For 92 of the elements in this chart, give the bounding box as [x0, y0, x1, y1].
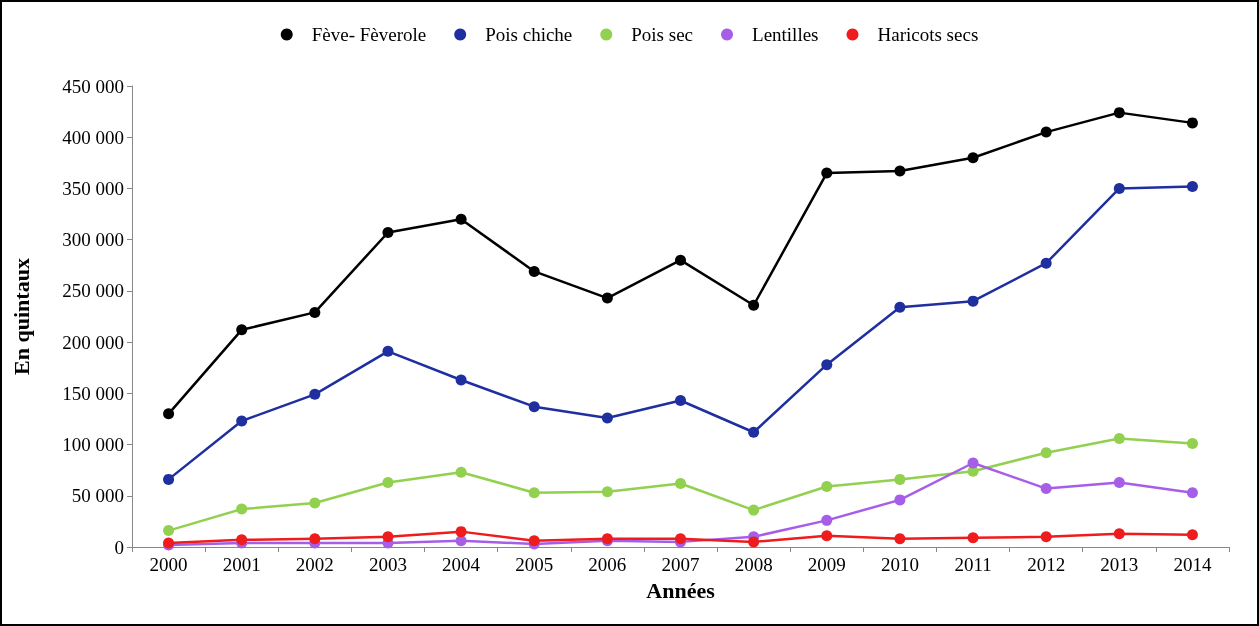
- y-tick-label: 50 000: [71, 485, 124, 507]
- point: [1186, 180, 1198, 192]
- point: [894, 301, 906, 313]
- point: [967, 532, 979, 544]
- point: [309, 306, 321, 318]
- point: [821, 481, 833, 493]
- point: [821, 359, 833, 371]
- point: [1113, 476, 1125, 488]
- point: [1186, 529, 1198, 541]
- point: [382, 531, 394, 543]
- x-tick-label: 2002: [295, 554, 334, 575]
- legend-label: Haricots secs: [877, 24, 979, 45]
- legend-label: Pois sec: [631, 24, 694, 45]
- point: [748, 299, 760, 311]
- point: [455, 466, 467, 478]
- point: [967, 457, 979, 469]
- point: [1113, 107, 1125, 119]
- legend-label: Fève- Fèverole: [311, 24, 427, 45]
- point: [675, 254, 686, 266]
- point: [309, 497, 321, 509]
- x-tick-label: 2000: [149, 554, 188, 575]
- legend-label: Lentilles: [752, 24, 819, 45]
- point: [236, 503, 248, 515]
- point: [1186, 117, 1198, 129]
- point: [1186, 438, 1198, 450]
- point: [1186, 487, 1198, 499]
- point: [528, 487, 540, 499]
- point: [748, 536, 760, 548]
- point: [1040, 483, 1052, 495]
- y-tick-label: 100 000: [62, 434, 124, 456]
- point: [1113, 182, 1125, 194]
- point: [1040, 447, 1052, 459]
- x-tick-label: 2010: [880, 554, 919, 575]
- x-tick-label: 2014: [1173, 554, 1212, 575]
- point: [528, 401, 540, 413]
- x-tick-label: 2011: [954, 554, 992, 575]
- point: [236, 324, 248, 336]
- point: [748, 426, 760, 438]
- x-tick-label: 2006: [588, 554, 627, 575]
- point: [894, 533, 906, 545]
- point: [894, 494, 906, 506]
- point: [821, 514, 833, 526]
- point: [967, 152, 979, 164]
- x-tick-label: 2004: [442, 554, 481, 575]
- point: [382, 345, 394, 357]
- x-tick-label: 2013: [1100, 554, 1139, 575]
- y-tick-label: 350 000: [62, 177, 124, 199]
- point: [894, 165, 906, 177]
- point: [1113, 528, 1125, 540]
- point: [455, 213, 467, 225]
- x-tick-label: 2012: [1027, 554, 1066, 575]
- y-tick-label: 0: [114, 536, 124, 558]
- point: [1113, 432, 1125, 444]
- x-tick-label: 2003: [368, 554, 407, 575]
- point: [163, 473, 175, 485]
- point: [528, 265, 540, 277]
- y-tick-label: 450 000: [62, 75, 124, 97]
- x-tick-label: 2008: [734, 554, 773, 575]
- point: [821, 530, 833, 542]
- y-tick-label: 250 000: [62, 280, 124, 302]
- point: [601, 412, 613, 424]
- point: [382, 227, 394, 238]
- point: [309, 388, 321, 400]
- point: [309, 533, 321, 545]
- point: [382, 476, 394, 488]
- point: [236, 415, 248, 427]
- point: [675, 477, 686, 489]
- y-tick-label: 150 000: [62, 382, 124, 404]
- y-tick-label: 300 000: [62, 229, 124, 251]
- x-axis-title: Années: [646, 577, 716, 603]
- y-tick-label: 400 000: [62, 126, 124, 148]
- x-tick-label: 2005: [515, 554, 554, 575]
- y-axis-title: En quintaux: [8, 258, 34, 375]
- point: [894, 473, 906, 485]
- point: [601, 486, 613, 498]
- x-tick-label: 2007: [661, 554, 700, 575]
- point: [1040, 126, 1052, 138]
- point: [455, 374, 467, 386]
- legend-label: Pois chiche: [485, 24, 573, 45]
- x-tick-label: 2001: [222, 554, 261, 575]
- point: [601, 292, 613, 304]
- point: [455, 526, 467, 538]
- point: [967, 295, 979, 307]
- x-tick-label: 2009: [807, 554, 846, 575]
- point: [163, 525, 175, 537]
- point: [821, 167, 833, 179]
- point: [163, 408, 175, 420]
- point: [748, 504, 760, 516]
- point: [675, 395, 686, 406]
- y-tick-label: 200 000: [62, 331, 124, 353]
- point: [1040, 257, 1052, 269]
- point: [1040, 531, 1052, 543]
